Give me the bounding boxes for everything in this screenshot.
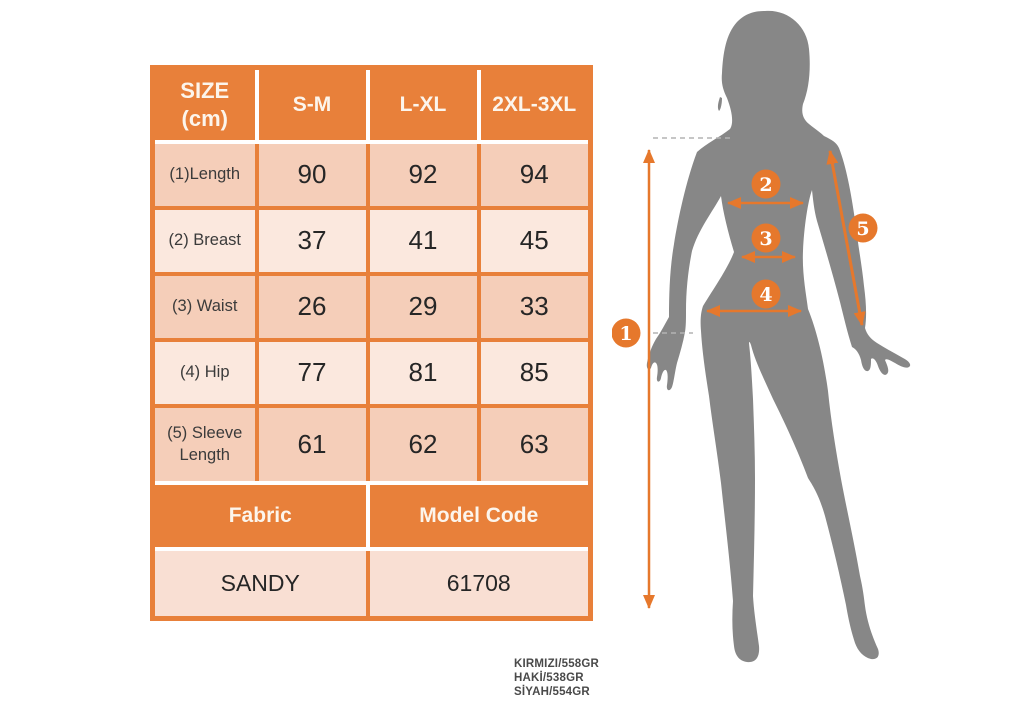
marker-2-number: 2 — [759, 174, 772, 196]
value-cell: 81 — [365, 337, 481, 408]
row-label: (4) Hip — [150, 337, 259, 408]
value-cell: 61 — [254, 403, 370, 485]
marker-2: 2 — [751, 169, 781, 199]
value-cell: 41 — [365, 205, 481, 276]
marker-1: 1 — [612, 318, 641, 348]
row-label: (2) Breast — [150, 205, 259, 276]
row-length: (1)Length 90 92 94 — [150, 139, 593, 210]
value-cell: 90 — [254, 139, 370, 210]
size-table: SIZE (cm) S-M L-XL 2XL-3XL (1)Length 90 … — [150, 65, 593, 621]
row-waist: (3) Waist 26 29 33 — [150, 271, 593, 342]
table-header-row: SIZE (cm) S-M L-XL 2XL-3XL — [150, 65, 593, 144]
marker-3: 3 — [751, 223, 781, 253]
marker-3-circle — [751, 223, 781, 253]
row-sleeve-length: (5) Sleeve Length 61 62 63 — [150, 403, 593, 485]
column-header-2xl-3xl: 2XL-3XL — [476, 65, 593, 144]
row-breast: (2) Breast 37 41 45 — [150, 205, 593, 276]
note-line: HAKİ/538GR — [514, 672, 584, 684]
footer-value-row: SANDY 61708 — [150, 546, 593, 621]
marker-4-number: 4 — [759, 284, 772, 306]
row-label: (1)Length — [150, 139, 259, 210]
footer-header-row: Fabric Model Code — [150, 480, 593, 551]
marker-1-circle — [612, 318, 641, 348]
fabric-header-cell: Fabric — [150, 480, 370, 551]
woman-silhouette — [646, 10, 911, 663]
row-label: (5) Sleeve Length — [150, 403, 259, 485]
value-cell: 62 — [365, 403, 481, 485]
marker-5: 5 — [848, 213, 878, 243]
value-cell: 29 — [365, 271, 481, 342]
value-cell: 33 — [476, 271, 593, 342]
row-label: (3) Waist — [150, 271, 259, 342]
column-header-s-m: S-M — [254, 65, 370, 144]
model-code-header-cell: Model Code — [365, 480, 593, 551]
row-hip: (4) Hip 77 81 85 — [150, 337, 593, 408]
value-cell: 63 — [476, 403, 593, 485]
marker-1-number: 1 — [619, 323, 632, 345]
value-cell: 94 — [476, 139, 593, 210]
value-cell: 26 — [254, 271, 370, 342]
hair-strand — [717, 97, 722, 111]
marker-4: 4 — [751, 279, 781, 309]
marker-3-number: 3 — [759, 228, 772, 250]
marker-2-circle — [751, 169, 781, 199]
sleeve-arrow — [826, 150, 866, 326]
note-line: SİYAH/554GR — [514, 686, 590, 698]
column-header-l-xl: L-XL — [365, 65, 481, 144]
fabric-value-cell: SANDY — [150, 546, 370, 621]
value-cell: 45 — [476, 205, 593, 276]
value-cell: 85 — [476, 337, 593, 408]
marker-5-number: 5 — [856, 218, 869, 240]
size-unit-header-cell: SIZE (cm) — [150, 65, 259, 144]
measurement-figure: 1 2 3 4 5 — [612, 10, 911, 663]
color-weight-notes: KIRMIZI/558GR HAKİ/538GR SİYAH/554GR — [514, 657, 599, 699]
value-cell: 77 — [254, 337, 370, 408]
note-line: KIRMIZI/558GR — [514, 658, 600, 670]
model-code-value-cell: 61708 — [365, 546, 593, 621]
marker-4-circle — [751, 279, 781, 309]
marker-5-circle — [848, 213, 878, 243]
value-cell: 37 — [254, 205, 370, 276]
value-cell: 92 — [365, 139, 481, 210]
